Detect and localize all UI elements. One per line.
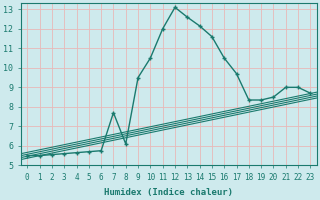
X-axis label: Humidex (Indice chaleur): Humidex (Indice chaleur)	[104, 188, 233, 197]
